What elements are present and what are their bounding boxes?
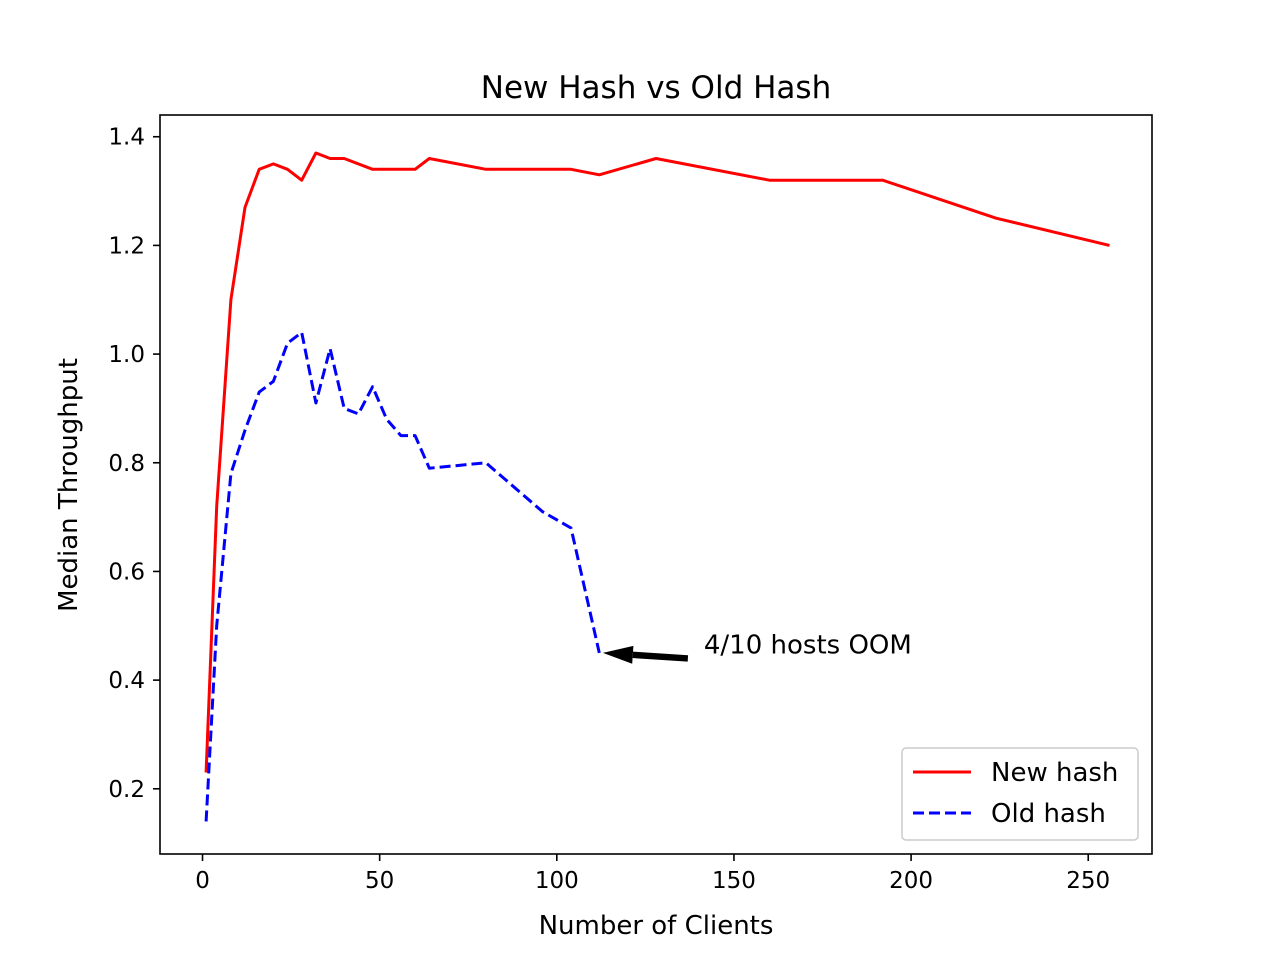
x-tick-label: 0 <box>195 868 210 894</box>
series-line-new-hash <box>204 151 1110 773</box>
y-tick-label: 0.2 <box>108 777 145 803</box>
annotation-arrow-shaft <box>632 651 689 662</box>
legend: New hash Old hash <box>901 747 1139 841</box>
series-layer <box>204 151 1110 822</box>
plot-area <box>159 114 1153 855</box>
legend-label-old-hash: Old hash <box>991 799 1106 829</box>
x-tick-label: 50 <box>365 868 394 894</box>
x-tick-label: 200 <box>889 868 933 894</box>
annotation-text: 4/10 hosts OOM <box>704 630 912 660</box>
y-axis-label: Median Throughput <box>54 358 84 612</box>
x-tick-label: 100 <box>535 868 579 894</box>
y-tick-label: 1.2 <box>108 233 145 259</box>
ticks-layer: 0 50 100 150 200 250 0.2 0.4 0.6 0.8 1.0 1.2 1.4 <box>108 125 1110 894</box>
x-tick-label: 250 <box>1066 868 1110 894</box>
y-tick-label: 1.4 <box>108 125 145 151</box>
y-tick-label: 0.6 <box>108 559 145 585</box>
annotation-arrow-head <box>602 645 634 664</box>
x-tick-label: 150 <box>712 868 756 894</box>
y-tick-label: 1.0 <box>108 342 145 368</box>
plot-frame <box>159 114 1153 855</box>
legend-label-new-hash: New hash <box>991 758 1118 788</box>
series-line-old-hash <box>204 330 601 822</box>
y-tick-label: 0.4 <box>108 668 145 694</box>
chart-title: New Hash vs Old Hash <box>481 70 831 106</box>
x-axis-label: Number of Clients <box>539 911 774 941</box>
annotation-layer: 4/10 hosts OOM <box>602 630 912 664</box>
y-tick-label: 0.8 <box>108 451 145 477</box>
